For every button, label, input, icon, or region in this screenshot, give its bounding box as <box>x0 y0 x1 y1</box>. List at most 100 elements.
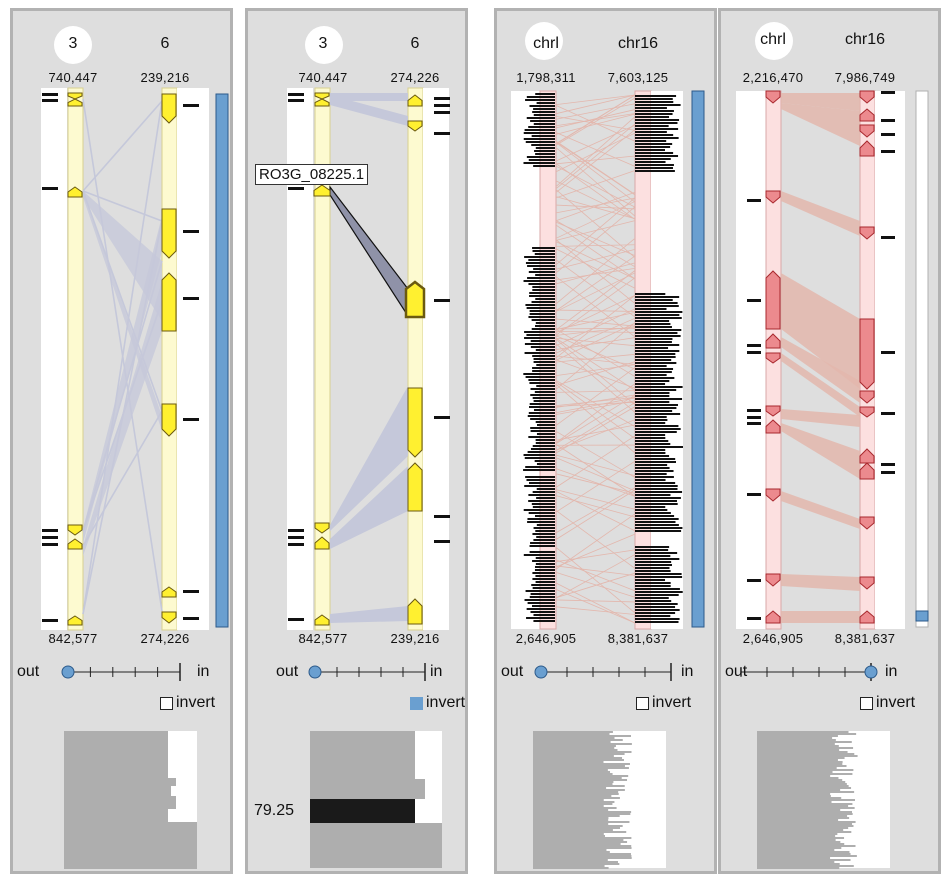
gene <box>541 617 555 619</box>
gene <box>541 451 555 453</box>
chromosome-label-bubble <box>525 22 563 60</box>
gene <box>541 358 555 360</box>
gene <box>541 403 555 405</box>
synteny-panel-3: chrl chr16 1,798,311 7,603,125 2,646,905… <box>494 8 717 874</box>
scrollbar-thumb[interactable] <box>915 610 929 622</box>
invert-checkbox[interactable] <box>860 697 873 710</box>
feature-tick <box>183 590 199 593</box>
histogram-bar <box>533 795 612 797</box>
histogram-bar <box>757 815 848 817</box>
histogram-bar <box>533 867 609 869</box>
histogram-bar <box>757 827 849 829</box>
histogram-bar <box>533 853 631 855</box>
feature-tick <box>651 585 671 587</box>
histogram-bar <box>533 745 616 747</box>
gene <box>67 92 83 100</box>
gene <box>635 308 651 310</box>
zoom-slider-knob[interactable] <box>864 665 878 679</box>
left-end-coordinate: 842,577 <box>48 631 98 646</box>
gene <box>765 405 781 417</box>
gene <box>541 144 555 146</box>
gene <box>541 424 555 426</box>
invert-checkbox[interactable] <box>160 697 173 710</box>
synteny-link <box>555 397 636 413</box>
feature-tick <box>651 506 666 508</box>
synteny-link <box>555 582 636 624</box>
right-start-coordinate: 7,986,749 <box>834 70 896 85</box>
histogram-bar <box>533 791 619 793</box>
gene <box>765 573 781 587</box>
feature-tick <box>651 600 672 602</box>
gene <box>541 247 555 249</box>
feature-tick <box>651 582 671 584</box>
gene <box>635 558 651 560</box>
synteny-view-2[interactable] <box>248 11 465 871</box>
histogram-bar <box>757 797 842 799</box>
synteny-link <box>555 468 636 497</box>
histogram-bar <box>757 831 852 833</box>
feature-tick <box>881 119 895 122</box>
feature-tick <box>183 418 199 421</box>
synteny-view-4[interactable] <box>721 11 938 871</box>
feature-tick <box>651 356 676 358</box>
gene <box>635 305 651 307</box>
feature-tick <box>42 529 58 532</box>
histogram-bar <box>757 819 839 821</box>
gene <box>541 141 555 143</box>
feature-tick <box>881 133 895 136</box>
gene <box>541 346 555 348</box>
gene <box>314 98 330 107</box>
feature-tick <box>524 457 555 459</box>
gene <box>541 343 555 345</box>
gene <box>541 482 555 484</box>
histogram-bar <box>757 853 851 855</box>
feature-tick <box>651 314 680 316</box>
synteny-link <box>555 335 636 370</box>
gene <box>541 265 555 267</box>
histogram-bar <box>533 851 610 853</box>
gene <box>635 359 651 361</box>
feature-tick <box>651 521 676 523</box>
gene <box>635 422 651 424</box>
feature-tick <box>526 117 555 119</box>
gene <box>635 467 651 469</box>
histogram-bar <box>533 845 632 847</box>
gene <box>541 289 555 291</box>
histogram-bar <box>533 783 613 785</box>
gene <box>541 280 555 282</box>
scrollbar-thumb[interactable] <box>691 90 705 628</box>
feature-tick <box>651 398 683 400</box>
right-end-coordinate: 8,381,637 <box>607 631 669 646</box>
feature-tick <box>651 374 667 376</box>
feature-tick <box>525 141 555 143</box>
feature-tick <box>651 380 670 382</box>
gene <box>541 319 555 321</box>
zoom-slider-knob[interactable] <box>534 665 548 679</box>
scrollbar-thumb[interactable] <box>215 93 229 628</box>
histogram-bar <box>757 743 835 745</box>
feature-tick <box>651 618 680 620</box>
gene <box>541 295 555 297</box>
feature-tick <box>183 104 199 107</box>
histogram-bar <box>533 763 630 765</box>
gene <box>541 253 555 255</box>
invert-checkbox[interactable] <box>636 697 649 710</box>
feature-tick <box>524 129 555 131</box>
synteny-panel-1: 3 6 740,447 239,216 842,577 274,226 out … <box>10 8 233 874</box>
invert-checkbox[interactable] <box>410 697 423 710</box>
gene <box>313 184 331 197</box>
feature-tick <box>747 344 761 347</box>
synteny-link <box>555 513 636 570</box>
feature-tick <box>525 304 555 306</box>
zoom-slider-knob[interactable] <box>308 665 322 679</box>
gene <box>635 512 651 514</box>
left-chromosome-label: 3 <box>318 35 328 52</box>
gene <box>314 614 330 626</box>
synteny-view-3[interactable] <box>497 11 714 871</box>
gene <box>635 377 651 379</box>
synteny-link <box>555 424 636 441</box>
synteny-view-1[interactable] <box>13 11 230 871</box>
feature-tick <box>651 615 671 617</box>
synteny-link <box>555 331 636 333</box>
zoom-slider-knob[interactable] <box>61 665 75 679</box>
